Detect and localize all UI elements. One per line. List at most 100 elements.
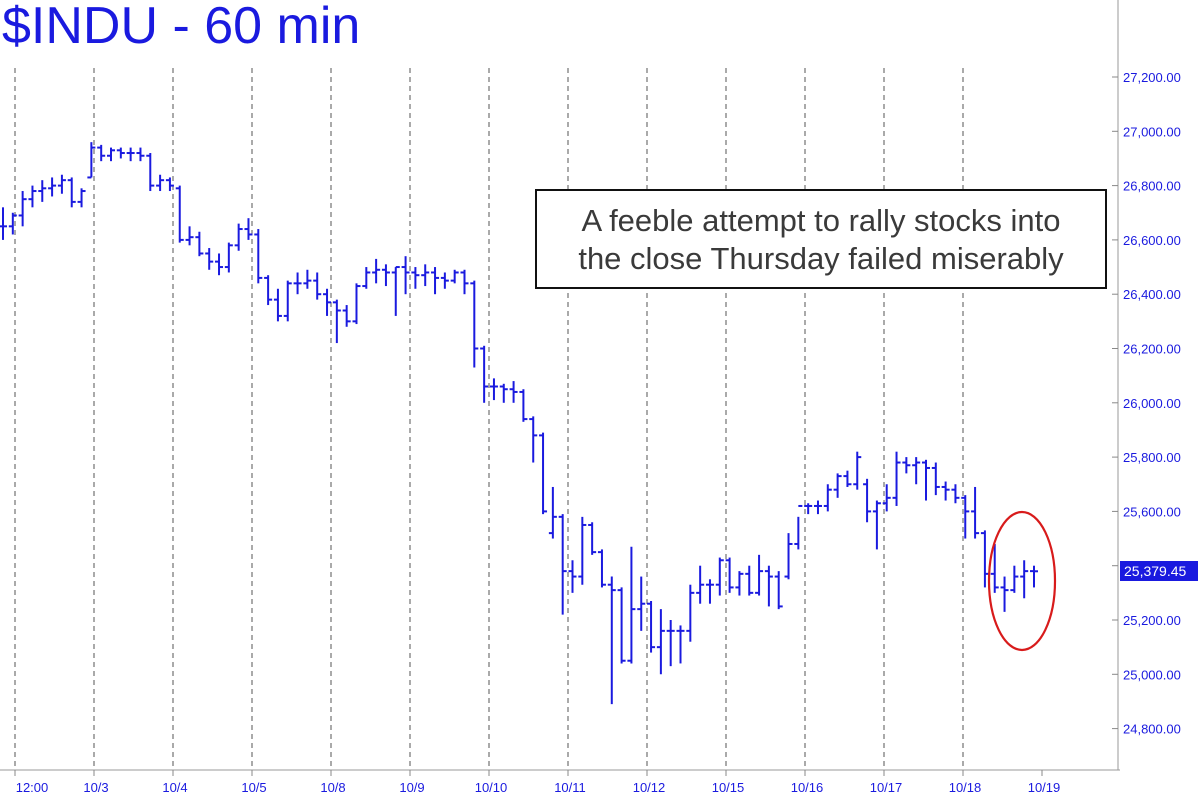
ohlc-bar xyxy=(755,554,764,596)
ohlc-bar xyxy=(941,481,950,501)
annotation-line-2: the close Thursday failed miserably xyxy=(578,241,1064,276)
ohlc-bar xyxy=(784,533,793,580)
last-price-label: 25,379.45 xyxy=(1120,561,1198,582)
ohlc-bar xyxy=(293,272,302,295)
ohlc-bar xyxy=(381,264,390,287)
y-tick-label: 27,200.00 xyxy=(1123,70,1181,85)
ohlc-bar xyxy=(971,486,980,539)
price-bars xyxy=(0,142,1038,705)
ohlc-bar xyxy=(980,530,989,588)
ohlc-bar xyxy=(686,584,695,642)
ohlc-bar xyxy=(244,218,253,240)
ohlc-bar xyxy=(283,280,292,322)
ohlc-bar xyxy=(195,231,204,257)
ohlc-bar xyxy=(87,142,96,179)
y-tick-label: 26,600.00 xyxy=(1123,233,1181,248)
ohlc-bar xyxy=(509,381,518,403)
y-tick-label: 25,200.00 xyxy=(1123,613,1181,628)
ohlc-bar xyxy=(647,600,656,653)
ohlc-bar xyxy=(421,264,430,287)
ohlc-bar xyxy=(961,495,970,539)
ohlc-bar xyxy=(774,571,783,610)
ohlc-bar xyxy=(666,620,675,667)
ohlc-bar xyxy=(656,609,665,675)
x-tick-label: 10/3 xyxy=(83,780,108,795)
ohlc-bar xyxy=(38,180,47,202)
ohlc-bar xyxy=(77,188,86,208)
ohlc-bar xyxy=(332,299,341,344)
ohlc-bar xyxy=(450,269,459,284)
y-tick-label: 26,000.00 xyxy=(1123,396,1181,411)
ohlc-bar xyxy=(18,191,27,227)
ohlc-bar xyxy=(892,451,901,506)
ohlc-bar xyxy=(352,283,361,325)
ohlc-bar xyxy=(568,560,577,593)
ohlc-bar xyxy=(391,266,400,316)
ohlc-bar xyxy=(0,207,7,240)
highlight-circle xyxy=(987,510,1057,652)
x-tick-label: 10/17 xyxy=(870,780,903,795)
x-axis-ticks: 12:00 10/3 10/4 10/5 10/8 10/9 10/10 10/11 10/12… xyxy=(14,770,1060,795)
ohlc-bar xyxy=(480,345,489,403)
ohlc-bar xyxy=(146,153,155,192)
x-tick-label: 10/5 xyxy=(241,780,266,795)
ohlc-bar xyxy=(539,432,548,515)
ohlc-bar xyxy=(205,248,214,270)
ohlc-bar xyxy=(431,267,440,295)
ohlc-bar xyxy=(627,546,636,664)
ohlc-bar xyxy=(833,473,842,498)
annotation-box: A feeble attempt to rally stocks into th… xyxy=(535,189,1107,289)
x-tick-label: 10/11 xyxy=(554,780,586,795)
ohlc-bar xyxy=(303,269,312,289)
y-tick-label: 26,800.00 xyxy=(1123,179,1181,194)
ohlc-bar xyxy=(863,478,872,523)
ohlc-bar xyxy=(264,275,273,306)
ohlc-bar xyxy=(588,522,597,555)
ohlc-bar xyxy=(882,484,891,512)
y-tick-label: 26,200.00 xyxy=(1123,342,1181,357)
ohlc-bar xyxy=(853,451,862,490)
annotation-line-1: A feeble attempt to rally stocks into xyxy=(581,203,1061,238)
x-tick-label: 10/4 xyxy=(162,780,187,795)
x-tick-label: 12:00 xyxy=(16,780,49,795)
ohlc-bar xyxy=(607,576,616,705)
ohlc-bar xyxy=(804,503,813,515)
x-tick-label: 10/9 xyxy=(399,780,424,795)
y-tick-label: 25,000.00 xyxy=(1123,667,1181,682)
ohlc-bar xyxy=(558,514,567,615)
ohlc-bar xyxy=(273,288,282,322)
ohlc-bar xyxy=(1020,560,1029,599)
ohlc-bar xyxy=(696,565,705,604)
ohlc-bar xyxy=(342,305,351,327)
ohlc-bar xyxy=(254,229,263,284)
ohlc-bar xyxy=(8,212,17,235)
ohlc-bar xyxy=(1030,565,1038,588)
ohlc-bar xyxy=(489,378,498,401)
ohlc-bar xyxy=(617,587,626,664)
ohlc-bar xyxy=(48,177,57,197)
ohlc-bar xyxy=(126,147,135,162)
ohlc-bar xyxy=(67,177,76,208)
chart-title: $INDU - 60 min xyxy=(2,0,361,55)
ohlc-bar xyxy=(951,484,960,504)
ohlc-bar xyxy=(411,267,420,289)
ohlc-bar xyxy=(97,144,106,162)
x-tick-label: 10/15 xyxy=(712,780,745,795)
x-tick-label: 10/16 xyxy=(791,780,824,795)
vertical-gridlines xyxy=(14,68,964,770)
ohlc-bar xyxy=(323,288,332,316)
ohlc-bar xyxy=(224,242,233,273)
ohlc-bar xyxy=(872,500,881,550)
ohlc-bar xyxy=(440,272,449,289)
ohlc-bar xyxy=(823,484,832,512)
ohlc-bar xyxy=(676,625,685,664)
y-tick-label: 26,400.00 xyxy=(1123,287,1181,302)
ohlc-bar xyxy=(499,383,508,403)
ohlc-bar xyxy=(470,280,479,368)
ohlc-bar xyxy=(107,147,116,162)
ohlc-bar xyxy=(725,557,734,593)
ohlc-bar xyxy=(401,256,410,295)
ohlc-bar xyxy=(843,470,852,487)
y-tick-label: 24,800.00 xyxy=(1123,722,1181,737)
